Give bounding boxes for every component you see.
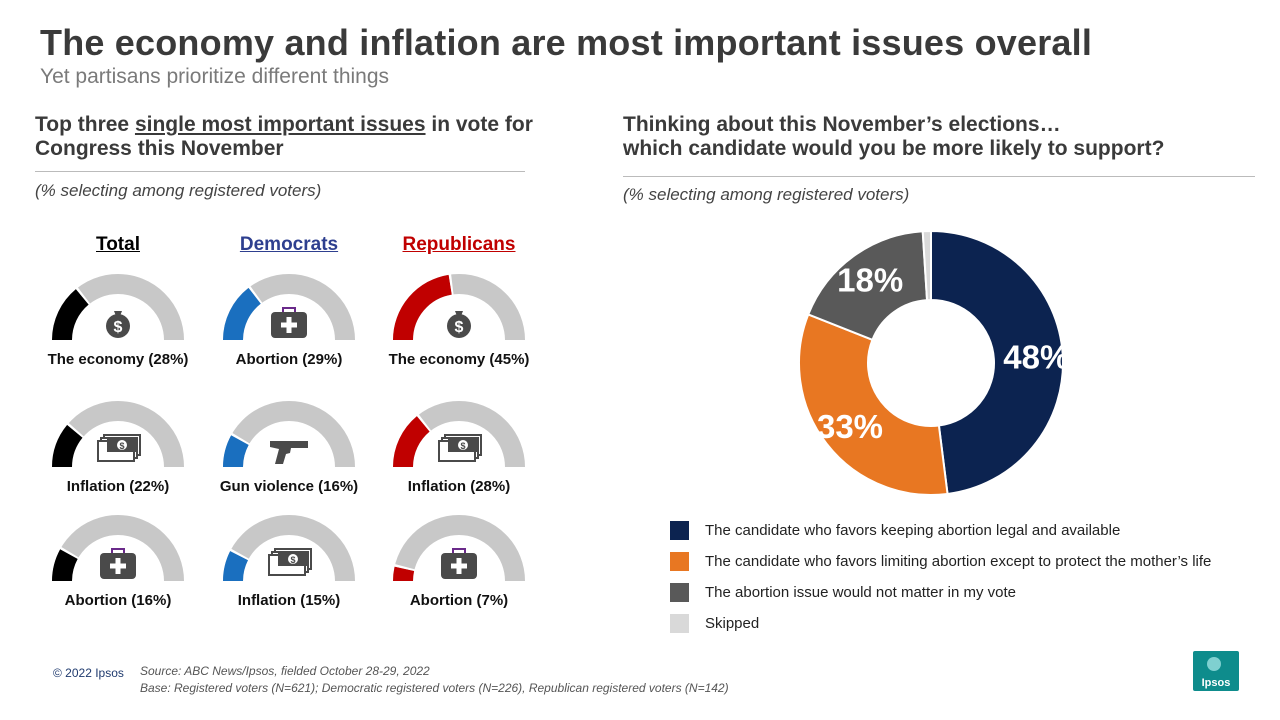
gauge-gap <box>59 546 80 560</box>
right-divider <box>623 176 1255 177</box>
copyright: © 2022 Ipsos <box>53 666 124 680</box>
legend-label: Skipped <box>705 615 760 632</box>
right-heading-line2: which candidate would you be more likely… <box>623 137 1165 160</box>
left-heading-post: in vote for Congress this November <box>35 113 533 160</box>
gauge-gap <box>229 548 250 561</box>
source-note: Source: ABC News/Ipsos, fielded October … <box>140 663 729 697</box>
right-panel-note: (% selecting among registered voters) <box>623 185 910 204</box>
legend-label: The candidate who favors keeping abortio… <box>705 522 1121 539</box>
svg-text:$: $ <box>290 555 295 565</box>
column-header-democrats: Democrats <box>239 234 339 255</box>
legend-swatch <box>670 521 689 540</box>
money-bag-icon: $ <box>447 311 471 338</box>
gauge-track <box>223 401 355 468</box>
cash-stack-icon: $ <box>268 548 312 576</box>
gauge <box>393 515 525 582</box>
gauge: $ <box>52 401 184 468</box>
medical-kit-icon <box>100 548 136 579</box>
gauge-gap <box>416 413 432 433</box>
medical-kit-icon <box>271 307 307 338</box>
gauge-label: Inflation (28%) <box>407 478 511 495</box>
page-subtitle: Yet partisans prioritize different thing… <box>40 65 390 88</box>
ipsos-logo: Ipsos <box>1193 651 1239 691</box>
page-title: The economy and inflation are most impor… <box>40 22 1093 63</box>
base-line: Base: Registered voters (N=621); Democra… <box>140 681 729 695</box>
gauge-value-arc <box>393 566 415 582</box>
money-bag-icon: $ <box>106 311 130 338</box>
legend-swatch <box>670 614 689 633</box>
candidate-support-donut: 48% 33% 18% <box>798 229 1069 496</box>
legend-swatch <box>670 583 689 602</box>
svg-text:$: $ <box>455 319 464 336</box>
legend-swatch <box>670 552 689 571</box>
gauge-label: Inflation (15%) <box>237 592 341 609</box>
column-header-total: Total <box>96 234 140 255</box>
left-divider <box>35 171 525 172</box>
cash-stack-icon: $ <box>438 434 482 462</box>
left-panel-heading: Top three single most important issues i… <box>35 113 535 161</box>
donut-slice <box>921 229 932 302</box>
gauge: $ <box>223 515 355 582</box>
gauge-label: Gun violence (16%) <box>219 478 359 495</box>
logo-text: Ipsos <box>1201 677 1231 689</box>
gauge-label: Inflation (22%) <box>66 478 170 495</box>
cash-stack-icon: $ <box>97 434 141 462</box>
gauge: $ <box>393 273 525 341</box>
legend-label: The candidate who favors limiting aborti… <box>705 553 1212 570</box>
gauge-value-arc <box>223 435 249 468</box>
gauge-label: Abortion (29%) <box>235 351 343 368</box>
right-heading-line1: Thinking about this November’s elections… <box>623 113 1061 136</box>
left-heading-pre: Top three <box>35 113 135 136</box>
svg-text:$: $ <box>460 441 465 451</box>
gauge-track <box>393 515 525 582</box>
gauge <box>223 274 355 341</box>
donut-slice <box>806 230 929 342</box>
donut-data-label: 18% <box>837 261 903 298</box>
gauge-value-arc <box>223 551 249 582</box>
svg-text:$: $ <box>119 441 124 451</box>
gauge <box>52 515 184 582</box>
gauge-value-arc <box>52 289 90 341</box>
gauge-label: The economy (45%) <box>388 351 530 368</box>
gauge-gap <box>66 422 85 439</box>
gauge: $ <box>393 401 525 468</box>
gauge-value-arc <box>393 416 431 468</box>
pistol-icon <box>270 441 308 464</box>
logo-mark <box>1207 657 1221 671</box>
gauge-gap <box>247 285 263 305</box>
source-line: Source: ABC News/Ipsos, fielded October … <box>140 664 430 678</box>
donut-slice <box>930 229 1064 496</box>
gauge-value-arc <box>393 274 453 341</box>
donut-data-label: 33% <box>817 408 883 445</box>
right-panel-heading: Thinking about this November’s elections… <box>623 113 1263 161</box>
legend-label: The abortion issue would not matter in m… <box>705 584 1016 601</box>
gauge-label: The economy (28%) <box>47 351 189 368</box>
donut-slice <box>798 313 949 496</box>
gauge-value-arc <box>52 549 78 582</box>
donut-data-label: 48% <box>1003 338 1069 375</box>
medical-kit-icon <box>441 548 477 579</box>
gauge-gap <box>230 432 251 446</box>
left-heading-underlined: single most important issues <box>134 113 426 136</box>
gauge: $ <box>52 274 184 341</box>
gauge-gap <box>75 286 91 306</box>
column-header-republicans: Republicans <box>402 234 516 255</box>
gauge <box>223 401 355 468</box>
gauge-value-arc <box>223 287 262 341</box>
gauge-label: Abortion (16%) <box>64 592 172 609</box>
gauge-value-arc <box>52 424 83 468</box>
gauge-label: Abortion (7%) <box>409 592 509 609</box>
svg-text:$: $ <box>114 319 123 336</box>
gauge-gap <box>393 563 416 572</box>
left-panel-note: (% selecting among registered voters) <box>35 181 322 200</box>
